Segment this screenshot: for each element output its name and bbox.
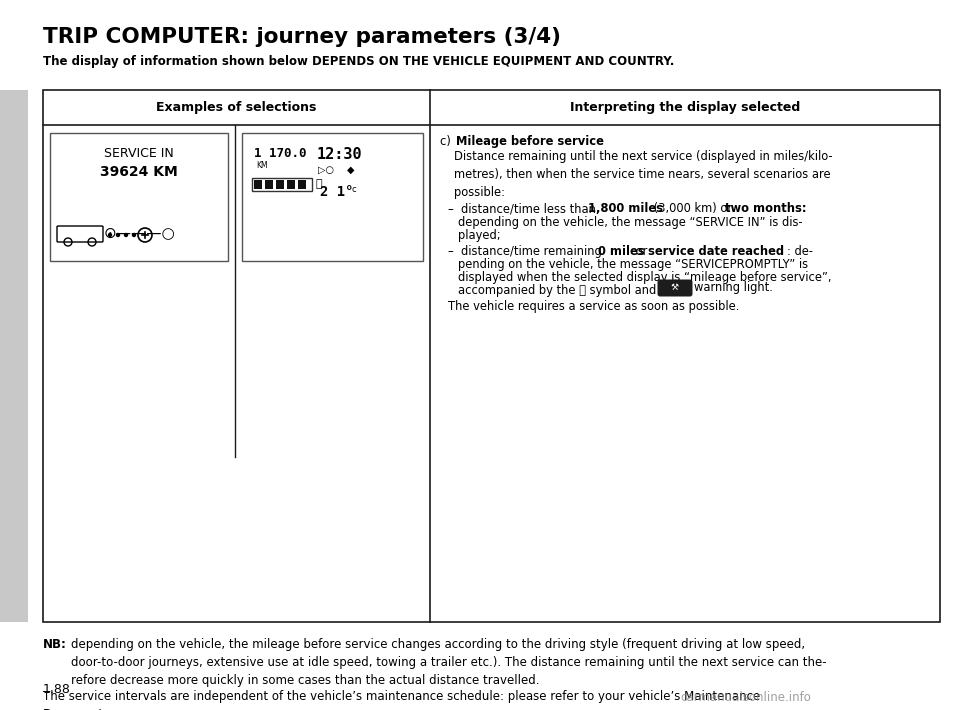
Text: The service intervals are independent of the vehicle’s maintenance schedule: ple: The service intervals are independent of… bbox=[43, 690, 760, 710]
Text: played;: played; bbox=[458, 229, 500, 242]
Circle shape bbox=[125, 234, 128, 236]
Text: –  distance/time less than: – distance/time less than bbox=[448, 202, 599, 215]
Text: displayed when the selected display is “mileage before service”,: displayed when the selected display is “… bbox=[458, 271, 831, 284]
Text: warning light.: warning light. bbox=[694, 281, 773, 295]
Bar bbox=[242, 133, 423, 261]
Text: Mileage before service: Mileage before service bbox=[456, 135, 604, 148]
Circle shape bbox=[132, 234, 135, 236]
Text: ⊙———○: ⊙———○ bbox=[103, 226, 175, 241]
Text: 12:30: 12:30 bbox=[317, 147, 363, 162]
Text: (3,000 km) or: (3,000 km) or bbox=[650, 202, 735, 215]
Text: TRIP COMPUTER: journey parameters (3/4): TRIP COMPUTER: journey parameters (3/4) bbox=[43, 27, 561, 47]
Circle shape bbox=[116, 234, 119, 236]
Text: carmanualsonline.info: carmanualsonline.info bbox=[680, 691, 811, 704]
Text: NB:: NB: bbox=[43, 638, 67, 651]
Circle shape bbox=[108, 234, 111, 236]
FancyBboxPatch shape bbox=[57, 226, 103, 242]
Text: c): c) bbox=[440, 135, 454, 148]
Text: pending on the vehicle, the message “SERVICEPROMPTLY” is: pending on the vehicle, the message “SER… bbox=[458, 258, 808, 271]
Bar bbox=[252, 178, 312, 191]
Text: depending on the vehicle, the message “SERVICE IN” is dis-: depending on the vehicle, the message “S… bbox=[458, 216, 803, 229]
Text: Interpreting the display selected: Interpreting the display selected bbox=[570, 101, 800, 114]
Text: ⛽: ⛽ bbox=[315, 180, 322, 190]
Bar bbox=[276, 180, 284, 189]
Text: depending on the vehicle, the mileage before service changes according to the dr: depending on the vehicle, the mileage be… bbox=[71, 638, 827, 687]
Text: Distance remaining until the next service (displayed in miles/kilo-
metres), the: Distance remaining until the next servic… bbox=[454, 150, 832, 199]
Text: 0 miles: 0 miles bbox=[598, 245, 644, 258]
Text: The display of information shown below DEPENDS ON THE VEHICLE EQUIPMENT AND COUN: The display of information shown below D… bbox=[43, 55, 674, 68]
Text: 1 170.0: 1 170.0 bbox=[254, 147, 306, 160]
Text: c: c bbox=[352, 185, 356, 194]
Bar bbox=[254, 180, 262, 189]
Text: KM: KM bbox=[256, 161, 268, 170]
FancyBboxPatch shape bbox=[658, 280, 692, 297]
Text: ▷○: ▷○ bbox=[318, 165, 334, 175]
Bar bbox=[265, 180, 273, 189]
Bar bbox=[287, 180, 295, 189]
Text: 1.88: 1.88 bbox=[43, 683, 71, 696]
Text: service date reached: service date reached bbox=[648, 245, 784, 258]
Bar bbox=[50, 133, 228, 261]
Text: 1,800 miles: 1,800 miles bbox=[588, 202, 663, 215]
Text: Examples of selections: Examples of selections bbox=[156, 101, 317, 114]
Text: two months:: two months: bbox=[725, 202, 806, 215]
Bar bbox=[43, 90, 940, 622]
Text: ⚒: ⚒ bbox=[671, 283, 679, 293]
Bar bbox=[0, 90, 28, 622]
Text: SERVICE IN: SERVICE IN bbox=[104, 147, 174, 160]
Text: : de-: : de- bbox=[787, 245, 813, 258]
Text: 2 1°: 2 1° bbox=[320, 185, 353, 199]
Text: ◆: ◆ bbox=[347, 165, 354, 175]
Text: or: or bbox=[632, 245, 651, 258]
Text: –  distance/time remaining: – distance/time remaining bbox=[448, 245, 606, 258]
Bar bbox=[298, 180, 306, 189]
Text: The vehicle requires a service as soon as possible.: The vehicle requires a service as soon a… bbox=[448, 300, 739, 313]
Text: 39624 KM: 39624 KM bbox=[100, 165, 178, 179]
Text: accompanied by the Ⓢ symbol and the: accompanied by the Ⓢ symbol and the bbox=[458, 284, 683, 297]
